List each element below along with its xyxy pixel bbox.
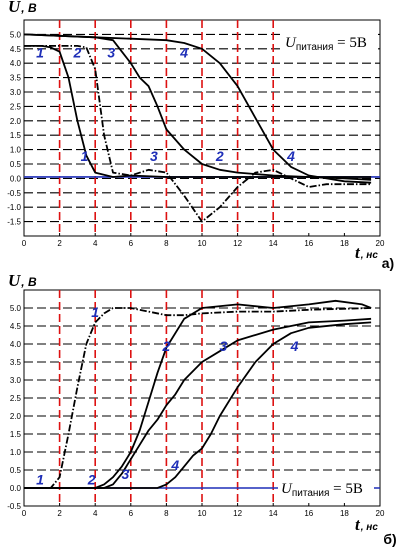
y-tick-label: 1.5	[10, 430, 22, 439]
supply-voltage-label: Uпитания = 5В	[285, 35, 367, 53]
y-tick-label: 0.5	[10, 160, 22, 169]
y-axis-title: U, В	[8, 271, 37, 290]
y-tick-label: -1.5	[7, 218, 21, 227]
supply-subscript: питания	[292, 488, 330, 499]
panel-label: а)	[382, 255, 394, 271]
series-line-1	[24, 45, 372, 178]
y-tick-label: 4.5	[10, 322, 22, 331]
curve-number-label: 2	[162, 338, 171, 354]
y-tick-label: 2.5	[10, 102, 22, 111]
x-tick-label: 4	[93, 509, 98, 518]
curve-number-label: 3	[150, 148, 158, 164]
curve-number-label: 4	[286, 148, 295, 164]
chart-panel-1: -1.5 -1.0 -0.5 0.0 0.5 1.0 1.5 2.0 2.5 3.0 3.5 4.0 4…	[7, 0, 394, 271]
x-tick-label: 0	[22, 239, 27, 248]
x-tick-label: 14	[269, 509, 278, 518]
curve-number-label: 2	[73, 44, 82, 60]
y-tick-label: 2.0	[10, 412, 22, 421]
x-tick-label: 12	[233, 239, 242, 248]
y-tick-label: 1.0	[10, 146, 22, 155]
y-tick-label: 3.5	[10, 74, 22, 83]
x-axis-unit: , нс	[360, 250, 379, 261]
curve-number-label: 3	[122, 466, 130, 482]
curve-number-label: 3	[107, 44, 115, 60]
y-tick-label: 4.0	[10, 59, 22, 68]
y-tick-label: 5.0	[10, 304, 22, 313]
series-line-4	[24, 321, 372, 489]
y-tick-label: 3.0	[10, 88, 22, 97]
y-axis-title: U, В	[8, 0, 37, 16]
x-tick-label: 2	[57, 239, 62, 248]
curve-number-label: 4	[170, 457, 179, 473]
x-tick-label: 12	[233, 509, 242, 518]
y-tick-label: 5.0	[10, 30, 22, 39]
curve-number-label: 3	[219, 338, 227, 354]
y-tick-label: 2.5	[10, 394, 22, 403]
y-tick-label: 0.0	[10, 484, 22, 493]
series-line-3	[24, 317, 372, 489]
series-line-2-dashed	[24, 45, 372, 223]
chart-panel-2: -0.5 0.0 0.5 1.0 1.5 2.0 2.5 3.0 3.5 4.0 4.5 5.0 0 2 4…	[7, 271, 396, 547]
curve-number-label: 2	[215, 148, 224, 164]
x-tick-label: 6	[129, 509, 134, 518]
y-tick-label: -0.5	[7, 189, 21, 198]
supply-voltage-label: Uпитания = 5В	[281, 481, 363, 499]
x-tick-label: 2	[57, 509, 62, 518]
x-tick-label: 16	[304, 509, 313, 518]
y-tick-label: 1.0	[10, 448, 22, 457]
supply-symbol: U	[285, 35, 297, 51]
series-line-4	[23, 33, 372, 184]
x-tick-label: 8	[164, 239, 169, 248]
supply-symbol: U	[281, 481, 293, 497]
series-line-3	[23, 33, 372, 181]
supply-subscript: питания	[296, 42, 334, 53]
curve-number-label: 1	[81, 148, 89, 164]
x-tick-label: 18	[340, 509, 349, 518]
curve-number-label: 1	[36, 44, 44, 60]
x-axis-unit: , нс	[360, 522, 379, 533]
x-tick-label: 0	[22, 509, 27, 518]
supply-value: = 5В	[329, 481, 362, 497]
y-axis-unit: , В	[20, 275, 37, 289]
x-tick-label: 20	[376, 239, 385, 248]
y-tick-label: 3.0	[10, 376, 22, 385]
x-tick-label: 10	[198, 509, 207, 518]
supply-value: = 5В	[333, 35, 366, 51]
curve-number-label: 1	[36, 471, 44, 487]
supply-label-bg	[282, 33, 378, 52]
x-tick-label: 18	[340, 239, 349, 248]
curve-number-label: 4	[290, 338, 299, 354]
y-tick-label: 4.5	[10, 45, 22, 54]
x-tick-label: 14	[269, 239, 278, 248]
x-tick-label: 8	[164, 509, 169, 518]
y-tick-label: 0.5	[10, 466, 22, 475]
curve-number-label: 2	[87, 471, 96, 487]
y-tick-label: -0.5	[7, 502, 21, 511]
supply-label-bg	[278, 479, 374, 498]
series-line-2	[24, 299, 372, 489]
y-tick-label: 3.5	[10, 358, 22, 367]
x-tick-label: 20	[376, 509, 385, 518]
y-tick-label: 0.0	[10, 174, 22, 183]
x-tick-label: 6	[129, 239, 134, 248]
y-tick-label: 1.5	[10, 131, 22, 140]
curve-number-label: 1	[91, 304, 99, 320]
y-axis-unit: , В	[20, 1, 37, 15]
y-tick-label: 2.0	[10, 117, 22, 126]
x-tick-label: 16	[304, 239, 313, 248]
y-tick-label: 4.0	[10, 340, 22, 349]
curve-number-label: 4	[179, 44, 188, 60]
y-tick-label: -1.0	[7, 203, 21, 212]
series-line-1-dashed	[24, 307, 372, 489]
x-tick-label: 4	[93, 239, 98, 248]
x-tick-label: 10	[198, 239, 207, 248]
panel-label: б)	[383, 531, 396, 547]
